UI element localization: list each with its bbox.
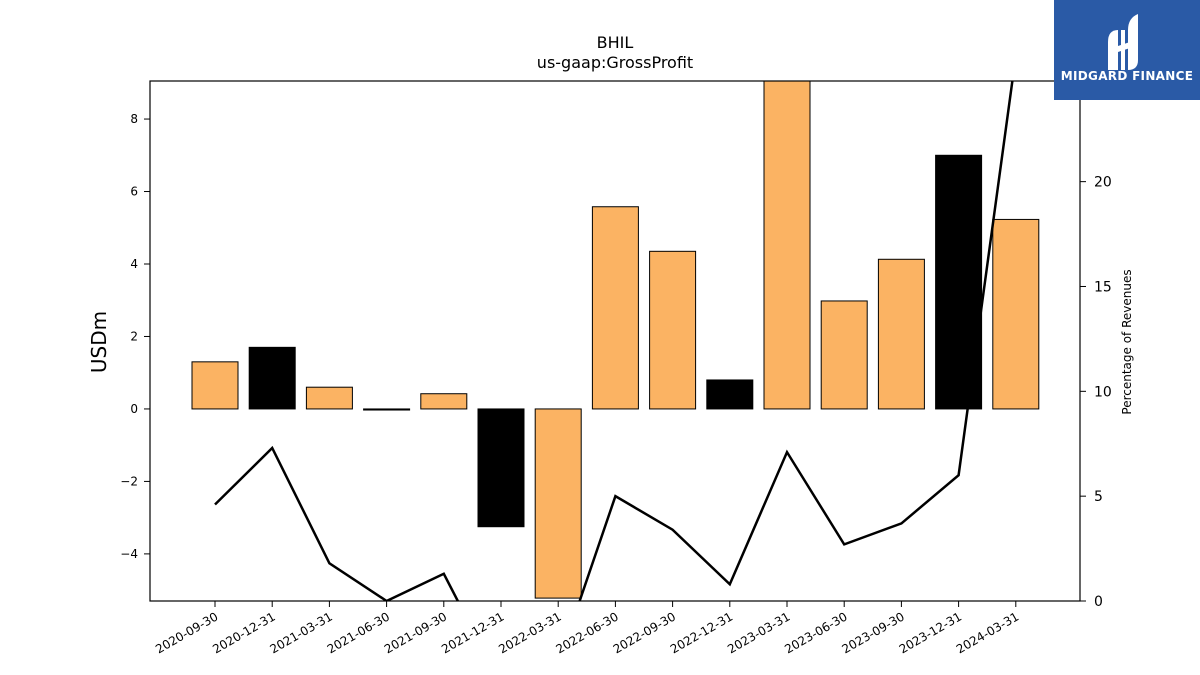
x-tick-label: 2022-12-31 [668,609,735,656]
bar [763,81,811,410]
line-layer [214,81,1014,601]
x-tick-label: 2021-06-30 [325,609,392,656]
bar [935,154,983,410]
chart-subtitle: us-gaap:GrossProfit [536,53,694,72]
x-tick-label: 2023-09-30 [839,609,906,656]
y2-tick-label: 5 [1094,489,1103,505]
brand-name: MIDGARD FINANCE [1060,69,1194,83]
x-tick-label: 2022-03-31 [496,609,563,656]
y2-tick-label: 20 [1094,175,1112,191]
series-line [214,81,1014,601]
bar [191,361,239,410]
bar [534,408,582,599]
bar [248,346,296,410]
y-tick-label: 8 [130,112,138,126]
x-tick-label: 2020-12-31 [210,609,277,656]
logo-icon [1108,14,1138,70]
y-tick-label: 6 [130,185,138,199]
x-tick-label: 2021-09-30 [382,609,449,656]
y2-axis-label: Percentage of Revenues [1120,269,1134,415]
bar [420,393,468,410]
x-tick-label: 2023-03-31 [725,609,792,656]
bar [305,386,353,410]
x-tick-label: 2023-12-31 [897,609,964,656]
bar [877,258,925,410]
y-tick-label: 0 [130,402,138,416]
x-tick-label: 2021-12-31 [439,609,506,656]
y-tick-label: 4 [130,257,138,271]
y-tick-label: 2 [130,329,138,343]
bar [477,408,525,528]
y-tick-label: −4 [120,547,138,561]
y2-tick-label: 0 [1094,594,1103,610]
y-axis-label: USDm [87,310,111,374]
bar [706,379,754,410]
x-tick-label: 2024-03-31 [954,609,1021,656]
bar [820,300,868,410]
x-tick-label: 2022-06-30 [553,609,620,656]
bars-layer [191,81,1040,599]
x-tick-label: 2022-09-30 [611,609,678,656]
bar [649,250,697,410]
bar [591,206,639,410]
y2-tick-label: 15 [1094,279,1112,295]
chart-title: BHIL [596,33,634,52]
bar [992,218,1040,410]
bar [363,408,411,411]
y2-tick-label: 10 [1094,384,1112,400]
x-tick-label: 2023-06-30 [782,609,849,656]
x-tick-label: 2021-03-31 [267,609,334,656]
brand-logo: MIDGARD FINANCE [1054,0,1200,100]
y-tick-label: −2 [120,474,138,488]
x-tick-label: 2020-09-30 [153,609,220,656]
